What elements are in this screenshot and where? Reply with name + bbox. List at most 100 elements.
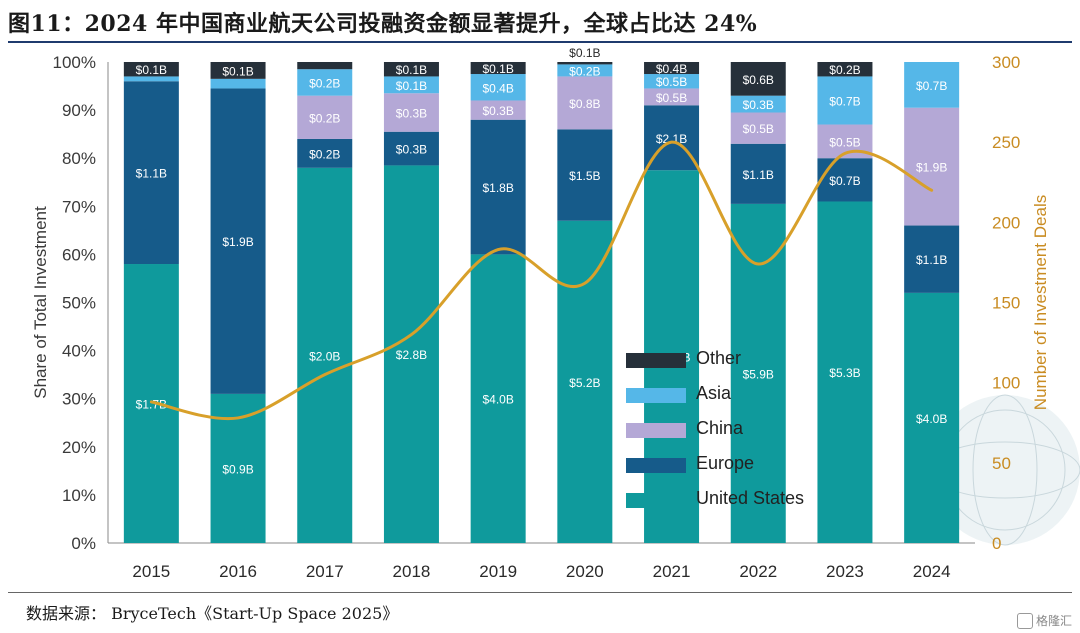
bar-value-label: $0.1B (482, 62, 513, 76)
bar-value-label: $5.9B (743, 367, 774, 381)
bar-segment-asia (210, 78, 266, 89)
bar-value-label: $0.5B (743, 122, 774, 136)
y-tick-label: 20% (62, 438, 96, 457)
bar-segment-asia (644, 74, 700, 89)
bar-value-label: $0.1B (396, 79, 427, 93)
bar-segment-united-states (904, 292, 960, 543)
y2-tick-label: 200 (992, 213, 1020, 232)
bar-value-label: $0.7B (916, 79, 947, 93)
x-tick-label: 2017 (306, 562, 344, 581)
y2-tick-label: 250 (992, 133, 1020, 152)
bar-segment-other (730, 62, 786, 96)
bar-value-label: $0.3B (743, 98, 774, 112)
bar-segment-united-states (297, 167, 353, 543)
bar-segment-europe (297, 138, 353, 168)
bar-segment-asia (470, 74, 526, 101)
bar-value-label: $1.8B (482, 181, 513, 195)
bar-value-label: $0.7B (829, 174, 860, 188)
bar-segment-other (470, 62, 526, 75)
x-tick-label: 2024 (913, 562, 951, 581)
y-tick-label: 70% (62, 197, 96, 216)
title-divider (8, 41, 1072, 43)
bar-segment-china (383, 93, 439, 132)
bar-value-label: $2.8B (396, 348, 427, 362)
bar-segment-china (470, 100, 526, 120)
bar-value-label: $1.1B (136, 167, 167, 181)
legend-swatch-other (626, 353, 686, 368)
y2-tick-label: 0 (992, 534, 1001, 553)
y-tick-label: 80% (62, 149, 96, 168)
bar-value-label: $0.2B (309, 76, 340, 90)
x-tick-label: 2015 (132, 562, 170, 581)
bar-value-label: $0.8B (569, 97, 600, 111)
bar-segment-asia (904, 62, 960, 108)
bar-segment-united-states (123, 264, 179, 543)
bar-value-label: $0.5B (829, 135, 860, 149)
bar-value-label: $1.9B (222, 235, 253, 249)
legend-swatch-europe (626, 458, 686, 473)
bar-value-label: $0.1B (222, 64, 253, 78)
bar-segment-united-states (817, 201, 873, 544)
bar-value-label: $5.3B (829, 366, 860, 380)
bar-segment-asia (557, 64, 613, 77)
bar-segment-other (297, 62, 353, 70)
bar-value-label: $0.1B (222, 64, 253, 78)
bar-segment-other (557, 62, 613, 65)
bar-value-label: $0.6B (743, 73, 774, 87)
bar-value-label: $0.3B (396, 143, 427, 157)
bar-segment-china (730, 112, 786, 144)
bar-value-label: $0.2B (829, 63, 860, 77)
bar-segment-europe (470, 119, 526, 255)
bar-value-label: $1.7B (136, 398, 167, 412)
y-tick-label: 40% (62, 342, 96, 361)
bar-value-label: $4.0B (916, 412, 947, 426)
bar-segment-other (383, 62, 439, 77)
y-tick-label: 30% (62, 390, 96, 409)
legend-swatch-united-states (626, 493, 686, 508)
bar-value-label: $0.5B (656, 75, 687, 89)
bar-value-label: $0.3B (482, 104, 513, 118)
y2-tick-label: 50 (992, 454, 1011, 473)
bar-segment-europe (817, 158, 873, 202)
bar-value-label: $1.1B (916, 253, 947, 267)
y-tick-label: 10% (62, 486, 96, 505)
bar-value-label: $5.2B (569, 376, 600, 390)
bar-segment-asia (730, 95, 786, 113)
bar-value-label: $0.2B (309, 147, 340, 161)
bar-segment-china (904, 107, 960, 226)
bar-value-label: $0.1B (569, 46, 600, 60)
bar-segment-other (210, 62, 266, 79)
y-tick-label: 0% (71, 534, 96, 553)
bar-value-label: $0.1B (136, 63, 167, 77)
bar-segment-china (297, 95, 353, 139)
bar-segment-europe (210, 88, 266, 394)
x-tick-label: 2021 (653, 562, 691, 581)
bar-value-label: $1.1B (743, 168, 774, 182)
y2-tick-label: 100 (992, 374, 1020, 393)
x-tick-label: 2016 (219, 562, 257, 581)
y-tick-label: 60% (62, 245, 96, 264)
bar-segment-europe (557, 129, 613, 221)
bar-segment-united-states (557, 220, 613, 544)
stacked-bar-line-chart: 0% 10% 20% 30% 40% 50% 60% 70% 80% 90% 100% 2015 201… (31, 46, 1080, 581)
bar-segment-asia (123, 76, 179, 82)
bar-value-label: $2.0B (309, 349, 340, 363)
y2-axis-title: Number of Investment Deals (1031, 195, 1050, 410)
deal-count-line (149, 140, 934, 421)
bar-segment-united-states (730, 203, 786, 543)
bar-value-label: $0.4B (656, 62, 687, 76)
bar-segment-united-states (470, 254, 526, 543)
x-tick-label: 2023 (826, 562, 864, 581)
bar-segment-europe (730, 143, 786, 204)
y-tick-label: 90% (62, 101, 96, 120)
bar-value-label: $0.1B (396, 63, 427, 77)
legend-swatch-china (626, 423, 686, 438)
bar-value-label: $0.4B (482, 81, 513, 95)
source-divider (8, 592, 1072, 593)
bar-value-label: $0.9B (222, 462, 253, 476)
y-tick-label: 100% (53, 53, 96, 72)
bar-value-label: $0.7B (829, 94, 860, 108)
bar-value-label: $1.9B (916, 161, 947, 175)
legend-label-united-states: United States (696, 488, 805, 508)
source-note: 数据来源： BryceTech《Start-Up Space 2025》 (26, 604, 399, 623)
